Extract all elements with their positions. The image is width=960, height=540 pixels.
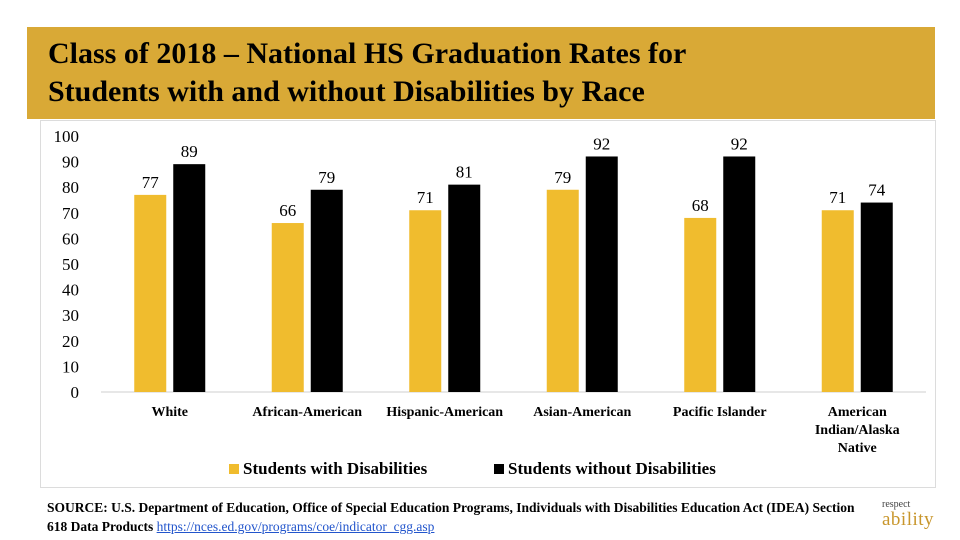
category-label: Indian/Alaska <box>815 423 900 438</box>
category-label: American <box>828 405 887 420</box>
legend-label: Students with Disabilities <box>243 459 428 478</box>
category-label: Native <box>838 441 877 456</box>
y-tick-label: 30 <box>62 306 79 325</box>
data-label: 68 <box>692 196 709 215</box>
bar <box>173 164 206 392</box>
category-label: Asian-American <box>533 405 631 420</box>
data-label: 77 <box>142 173 160 192</box>
logo-bottom: ability <box>882 509 935 530</box>
bar <box>723 156 756 392</box>
bar <box>271 223 304 392</box>
y-tick-label: 40 <box>62 281 79 300</box>
legend-label: Students without Disabilities <box>508 459 716 478</box>
source-note: SOURCE: U.S. Department of Education, Of… <box>47 498 877 536</box>
data-label: 71 <box>417 188 434 207</box>
bar <box>684 217 717 392</box>
y-tick-label: 50 <box>62 255 79 274</box>
data-label: 66 <box>279 201 296 220</box>
y-tick-label: 20 <box>62 332 79 351</box>
data-label: 74 <box>868 181 886 200</box>
bar-chart: 0 10 20 30 40 50 60 70 80 90 100 77 89 White 66 79 Afric… <box>54 127 926 478</box>
bar <box>860 202 893 392</box>
chart-frame: 0 10 20 30 40 50 60 70 80 90 100 77 89 White 66 79 Afric… <box>40 120 936 488</box>
logo-top: respect <box>882 499 911 510</box>
title-line-2: Students with and without Disabilities b… <box>48 75 645 108</box>
y-tick-label: 60 <box>62 229 79 248</box>
y-tick-label: 70 <box>62 204 79 223</box>
data-label: 92 <box>731 134 748 153</box>
bar <box>821 210 854 392</box>
category-label: Hispanic-American <box>386 405 503 420</box>
data-label: 71 <box>829 188 846 207</box>
y-tick-label: 80 <box>62 178 79 197</box>
bar <box>310 189 343 392</box>
legend-swatch <box>494 464 504 474</box>
y-tick-label: 10 <box>62 357 79 376</box>
bar <box>546 189 579 392</box>
bar <box>448 184 481 392</box>
data-label: 92 <box>593 134 610 153</box>
category-label: Pacific Islander <box>673 405 767 420</box>
y-tick-label: 90 <box>62 153 79 172</box>
data-label: 89 <box>181 142 198 161</box>
title-banner: Class of 2018 – National HS Graduation R… <box>27 27 935 119</box>
y-tick-label: 100 <box>54 127 80 146</box>
title-line-1: Class of 2018 – National HS Graduation R… <box>48 37 687 70</box>
category-label: African-American <box>252 405 362 420</box>
bar <box>409 210 442 392</box>
source-link[interactable]: https://nces.ed.gov/programs/coe/indicat… <box>156 519 435 534</box>
legend-swatch <box>229 464 239 474</box>
category-label: White <box>151 405 188 420</box>
bar <box>134 194 167 392</box>
data-label: 81 <box>456 163 473 182</box>
y-tick-label: 0 <box>71 383 80 402</box>
source-text: SOURCE: U.S. Department of Education, Of… <box>47 500 855 534</box>
bar <box>585 156 618 392</box>
respectability-logo: respect ability <box>882 500 934 530</box>
data-label: 79 <box>318 168 335 187</box>
data-label: 79 <box>554 168 571 187</box>
